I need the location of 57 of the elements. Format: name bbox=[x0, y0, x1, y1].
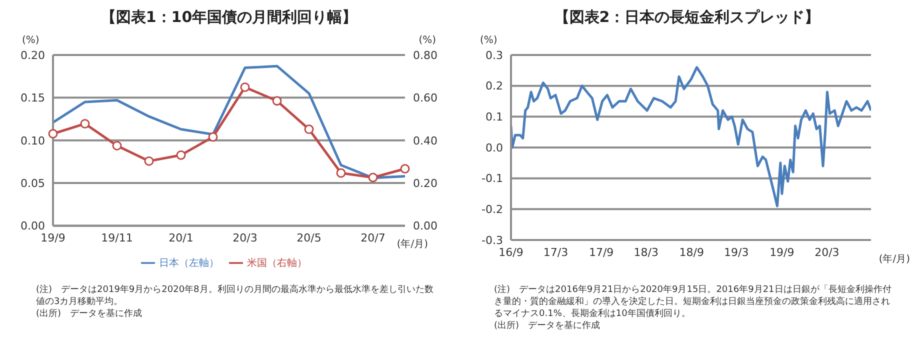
point bbox=[368, 172, 378, 182]
x-tick-label: 19/9 bbox=[40, 232, 66, 245]
point bbox=[48, 129, 58, 138]
point bbox=[176, 150, 186, 160]
chart-title: 【図表2：日本の長短金利スプレッド】 bbox=[553, 8, 821, 27]
y2-tick-label: 0.00 bbox=[413, 220, 438, 233]
x-tick-label: 19/9 bbox=[770, 246, 794, 259]
x-tick-label: 18/9 bbox=[679, 246, 704, 259]
point bbox=[336, 168, 346, 178]
text: (出所) データを基に作成 bbox=[494, 320, 602, 332]
x-tick-label: 20/3 bbox=[232, 232, 258, 245]
text: (出所) データを基に作成 bbox=[36, 308, 144, 320]
x-tick-label: 18/3 bbox=[634, 246, 658, 259]
y2-tick-label: 0.60 bbox=[413, 92, 438, 105]
text: (注) データは2016年9月21日から2020年9月15日。2016年9月21日は日銀が「長短金利操作付き量的・質的金融緩和」の導入を決定した日。短期金利は日銀当座預金の政策金利残高に適用されるマイナス0.1%、長期金利は10年国債利回り。 bbox=[494, 284, 892, 320]
chart-title: 【図表1：10年国債の月間利回り幅】 bbox=[100, 8, 358, 27]
y-tick-label: -0.3 bbox=[482, 234, 503, 247]
y2-tick-label: 0.80 bbox=[413, 48, 438, 62]
y-axis-title: (%) bbox=[22, 35, 40, 46]
x-tick-label: 20/5 bbox=[296, 232, 322, 245]
y2-axis-title: (%) bbox=[418, 35, 436, 46]
y-tick-label: 0.3 bbox=[486, 48, 503, 62]
point bbox=[304, 124, 314, 134]
x-tick-label: 20/7 bbox=[360, 232, 386, 245]
y-tick-label: 0.0 bbox=[486, 141, 503, 154]
y-tick-label: -0.2 bbox=[482, 203, 503, 216]
point bbox=[208, 132, 218, 142]
y-tick-label: 0.10 bbox=[20, 134, 45, 148]
point bbox=[144, 156, 154, 166]
legend-label: 米国（右軸） bbox=[247, 258, 307, 269]
point bbox=[240, 82, 250, 92]
y-tick-label: 0.05 bbox=[20, 176, 45, 190]
text: (注) データは2019年9月から2020年8月。利回りの月間の最高水準から最低水準を差し引いた数値の3カ月移動平均。 bbox=[36, 284, 434, 308]
y-tick-label: 0.20 bbox=[20, 48, 45, 62]
y-tick-label: 0.00 bbox=[20, 220, 45, 233]
x-axis-title: (年/月) bbox=[878, 253, 910, 266]
y2-tick-label: 0.40 bbox=[413, 134, 438, 148]
legend-label: 日本（左軸） bbox=[159, 258, 219, 269]
x-tick-label: 17/9 bbox=[588, 246, 614, 259]
x-tick-label: 20/1 bbox=[168, 232, 194, 245]
point bbox=[80, 118, 90, 128]
point bbox=[400, 164, 410, 174]
x-tick-label: 20/3 bbox=[814, 246, 840, 259]
y2-tick-label: 0.20 bbox=[413, 176, 438, 190]
y-tick-label: 0.2 bbox=[486, 80, 503, 93]
x-axis-title: (年/月) bbox=[396, 238, 428, 251]
point bbox=[272, 96, 282, 106]
x-tick-label: 19/3 bbox=[724, 246, 749, 259]
y-tick-label: 0.15 bbox=[20, 92, 45, 105]
x-tick-label: 19/11 bbox=[101, 232, 133, 245]
y-tick-label: 0.1 bbox=[486, 110, 503, 124]
point bbox=[112, 140, 122, 150]
line-series bbox=[511, 66, 871, 208]
x-tick-label: 17/3 bbox=[543, 246, 568, 259]
y-tick-label: -0.1 bbox=[482, 172, 503, 186]
y-axis-title: (%) bbox=[480, 35, 498, 46]
x-tick-label: 16/9 bbox=[498, 246, 524, 259]
